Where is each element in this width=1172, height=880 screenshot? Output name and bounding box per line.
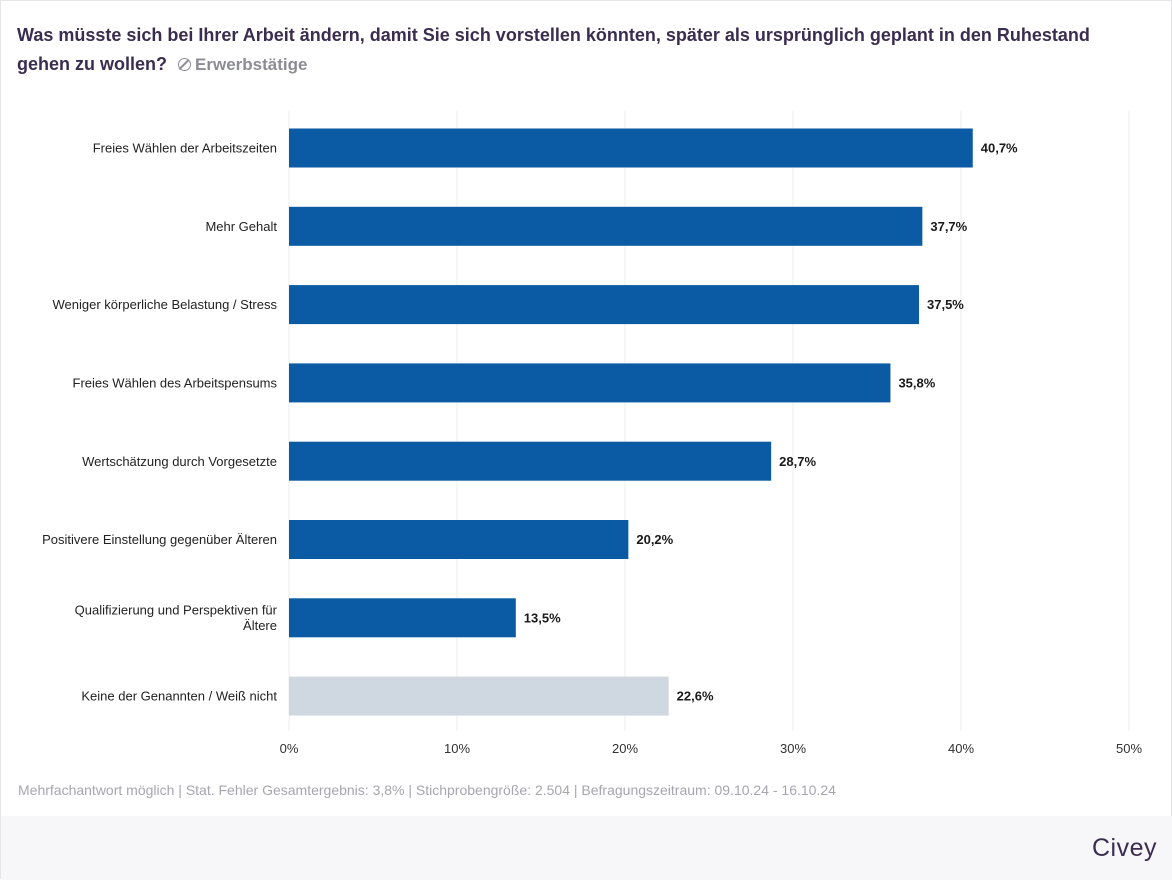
x-tick-label: 0%	[280, 741, 299, 756]
chart-title: Was müsste sich bei Ihrer Arbeit ändern,…	[17, 21, 1137, 79]
category-label: Freies Wählen der Arbeitszeiten	[93, 141, 277, 156]
x-tick-label: 30%	[780, 741, 806, 756]
x-axis-ticks: 0% 10% 20% 30% 40% 50%	[280, 741, 1143, 756]
value-label: 20,2%	[636, 532, 673, 547]
category-label: Freies Wählen des Arbeitspensums	[73, 375, 278, 390]
bars	[289, 128, 973, 716]
grid-lines	[288, 111, 1130, 731]
question-text: Was müsste sich bei Ihrer Arbeit ändern,…	[17, 25, 1090, 74]
category-labels: Freies Wählen der Arbeitszeiten Mehr Geha…	[42, 141, 278, 704]
x-tick-label: 20%	[612, 741, 638, 756]
bar[interactable]	[289, 598, 516, 638]
footnote: Mehrfachantwort möglich | Stat. Fehler G…	[18, 782, 836, 798]
footer-bar: Civey	[1, 816, 1172, 880]
bar[interactable]	[289, 441, 772, 481]
filter-icon	[178, 58, 192, 71]
value-label: 22,6%	[677, 689, 714, 704]
value-labels: 40,7% 37,7% 37,5% 35,8% 28,7% 20,2% 13,5% 22,6%	[524, 141, 1018, 704]
category-label: Weniger körperliche Belastung / Stress	[53, 297, 278, 312]
category-label: Positivere Einstellung gegenüber Älteren	[42, 532, 277, 547]
audience-label: Erwerbstätige	[195, 55, 308, 74]
x-tick-label: 40%	[948, 741, 974, 756]
x-tick-label: 50%	[1116, 741, 1142, 756]
value-label: 13,5%	[524, 610, 561, 625]
category-label: Mehr Gehalt	[205, 219, 277, 234]
bar[interactable]	[289, 676, 669, 716]
value-label: 40,7%	[981, 141, 1018, 156]
x-tick-label: 10%	[444, 741, 470, 756]
bar[interactable]	[289, 285, 919, 325]
bar[interactable]	[289, 520, 629, 559]
bar-chart: Freies Wählen der Arbeitszeiten Mehr Geha…	[42, 111, 1143, 756]
audience-filter[interactable]: Erwerbstätige	[172, 55, 307, 74]
value-label: 37,7%	[930, 219, 967, 234]
category-label: Qualifizierung und Perspektiven für Älter…	[75, 603, 278, 634]
bar[interactable]	[289, 363, 891, 403]
brand-logo[interactable]: Civey	[1091, 834, 1157, 862]
bar[interactable]	[289, 206, 923, 246]
value-label: 35,8%	[898, 375, 935, 390]
value-label: 28,7%	[779, 454, 816, 469]
value-label: 37,5%	[927, 297, 964, 312]
category-label: Keine der Genannten / Weiß nicht	[81, 689, 277, 704]
category-label: Wertschätzung durch Vorgesetzte	[82, 454, 277, 469]
bar[interactable]	[289, 128, 973, 168]
